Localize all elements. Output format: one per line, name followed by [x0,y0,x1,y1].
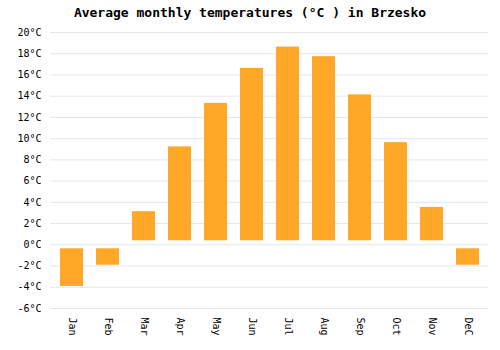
svg-text:8°C: 8°C [23,154,41,165]
svg-text:16°C: 16°C [17,69,41,80]
svg-text:20°C: 20°C [17,27,41,38]
svg-text:Jun: Jun [247,318,258,336]
svg-text:Oct: Oct [391,318,402,336]
html-text:Average monthly temperatures (: Average monthly temperatures (°C ) in Br… [73,5,427,20]
svg-text:10°C: 10°C [17,133,41,144]
svg-text:0°C: 0°C [23,239,41,250]
svg-text:-2°C: -2°C [17,260,41,271]
svg-text:14°C: 14°C [17,90,41,101]
svg-text:4°C: 4°C [23,197,41,208]
svg-text:Feb: Feb [103,318,114,336]
svg-text:Sep: Sep [355,318,366,336]
svg-text:12°C: 12°C [17,112,41,123]
svg-text:Mar: Mar [139,318,150,336]
svg-text:DeC: DeC [463,318,474,336]
svg-text:Jul: Jul [283,318,294,336]
svg-text:6°C: 6°C [23,175,41,186]
svg-text:18°C: 18°C [17,48,41,59]
svg-text:Jan: Jan [67,318,78,336]
svg-text:May: May [211,318,222,336]
svg-text:-4°C: -4°C [17,281,41,292]
svg-text:2°C: 2°C [23,218,41,229]
svg-text:Nov: Nov [427,318,438,336]
svg-text:Aug: Aug [319,318,330,336]
svg-text:Apr: Apr [175,318,186,336]
svg-text:-6°C: -6°C [17,303,41,314]
